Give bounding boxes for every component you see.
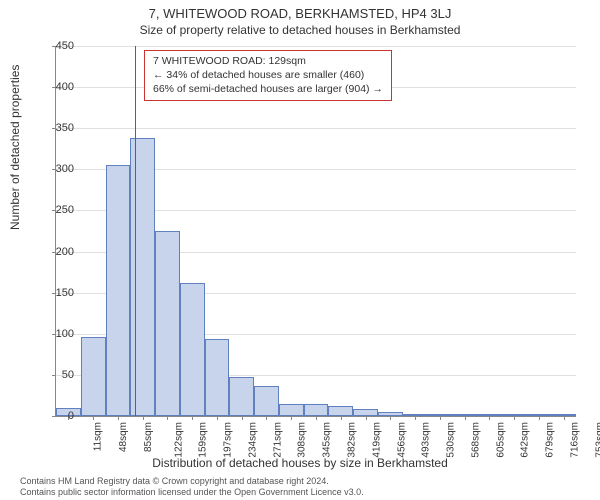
xtick-label: 605sqm xyxy=(495,422,506,458)
xtick-label: 159sqm xyxy=(198,422,209,458)
ytick-label: 300 xyxy=(34,163,74,175)
xtick-mark xyxy=(415,416,416,420)
xtick-mark xyxy=(390,416,391,420)
ytick-label: 50 xyxy=(34,369,74,381)
xtick-mark xyxy=(341,416,342,420)
histogram-bar xyxy=(205,339,230,416)
ytick-label: 400 xyxy=(34,81,74,93)
gridline xyxy=(56,128,576,129)
xtick-mark xyxy=(242,416,243,420)
histogram-bar xyxy=(304,404,329,416)
xtick-mark xyxy=(93,416,94,420)
annotation-line: ← 34% of detached houses are smaller (46… xyxy=(153,68,383,82)
xtick-mark xyxy=(440,416,441,420)
page-title: 7, WHITEWOOD ROAD, BERKHAMSTED, HP4 3LJ xyxy=(0,0,600,21)
xtick-label: 568sqm xyxy=(470,422,481,458)
annotation-line: 7 WHITEWOOD ROAD: 129sqm xyxy=(153,54,383,68)
xtick-label: 642sqm xyxy=(520,422,531,458)
xtick-label: 85sqm xyxy=(143,422,154,452)
histogram-bar xyxy=(180,283,205,416)
xtick-mark xyxy=(143,416,144,420)
histogram-bar xyxy=(328,406,353,416)
xtick-mark xyxy=(167,416,168,420)
xtick-label: 234sqm xyxy=(248,422,259,458)
histogram-bar xyxy=(81,337,106,416)
histogram-bar xyxy=(279,404,304,416)
y-axis-label: Number of detached properties xyxy=(8,65,22,230)
xtick-mark xyxy=(514,416,515,420)
xtick-label: 345sqm xyxy=(322,422,333,458)
xtick-label: 753sqm xyxy=(594,422,600,458)
xtick-label: 271sqm xyxy=(272,422,283,458)
xtick-mark xyxy=(539,416,540,420)
xtick-mark xyxy=(564,416,565,420)
xtick-label: 11sqm xyxy=(93,422,104,451)
histogram-bar xyxy=(254,386,279,416)
histogram-bar xyxy=(130,138,155,416)
xtick-label: 382sqm xyxy=(347,422,358,458)
histogram-bar xyxy=(106,165,131,416)
ytick-label: 100 xyxy=(34,328,74,340)
xtick-label: 48sqm xyxy=(118,422,129,452)
reference-line xyxy=(135,46,136,416)
xtick-mark xyxy=(266,416,267,420)
xtick-mark xyxy=(489,416,490,420)
xtick-label: 419sqm xyxy=(371,422,382,458)
xtick-label: 716sqm xyxy=(569,422,580,458)
xtick-label: 493sqm xyxy=(421,422,432,458)
xtick-label: 456sqm xyxy=(396,422,407,458)
xtick-label: 122sqm xyxy=(173,422,184,458)
ytick-label: 450 xyxy=(34,40,74,52)
plot-area: 7 WHITEWOOD ROAD: 129sqm← 34% of detache… xyxy=(55,46,576,417)
histogram-bar xyxy=(155,231,180,416)
page-subtitle: Size of property relative to detached ho… xyxy=(0,21,600,37)
xtick-mark xyxy=(217,416,218,420)
ytick-label: 150 xyxy=(34,287,74,299)
xtick-label: 197sqm xyxy=(223,422,234,458)
ytick-label: 350 xyxy=(34,122,74,134)
footer-attribution: Contains HM Land Registry data © Crown c… xyxy=(20,476,364,498)
xtick-mark xyxy=(366,416,367,420)
xtick-label: 530sqm xyxy=(446,422,457,458)
xtick-mark xyxy=(465,416,466,420)
xtick-mark xyxy=(118,416,119,420)
histogram-bar xyxy=(229,377,254,416)
xtick-label: 679sqm xyxy=(545,422,556,458)
footer-line-2: Contains public sector information licen… xyxy=(20,487,364,498)
x-axis-label: Distribution of detached houses by size … xyxy=(0,456,600,470)
xtick-mark xyxy=(316,416,317,420)
annotation-box: 7 WHITEWOOD ROAD: 129sqm← 34% of detache… xyxy=(144,50,392,101)
ytick-label: 0 xyxy=(34,410,74,422)
gridline xyxy=(56,46,576,47)
xtick-mark xyxy=(192,416,193,420)
footer-line-1: Contains HM Land Registry data © Crown c… xyxy=(20,476,364,487)
xtick-mark xyxy=(291,416,292,420)
xtick-label: 308sqm xyxy=(297,422,308,458)
ytick-label: 250 xyxy=(34,204,74,216)
annotation-line: 66% of semi-detached houses are larger (… xyxy=(153,82,383,96)
ytick-label: 200 xyxy=(34,246,74,258)
chart-container: 7, WHITEWOOD ROAD, BERKHAMSTED, HP4 3LJ … xyxy=(0,0,600,500)
